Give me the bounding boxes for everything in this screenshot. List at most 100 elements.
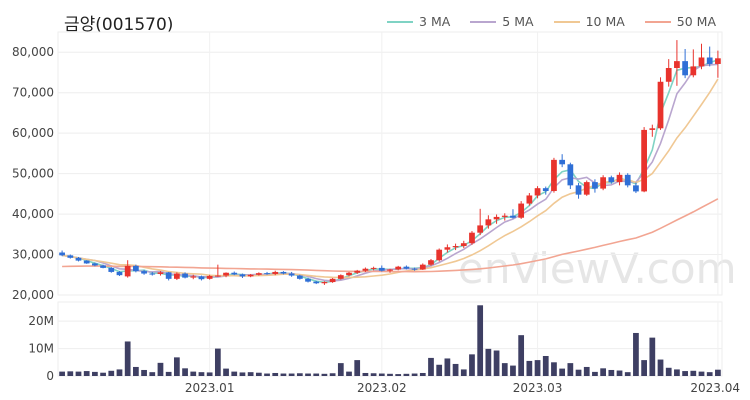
volume-bar [444,358,451,376]
candle-body [305,278,311,282]
chart-legend: 3 MA 5 MA 10 MA 50 MA [387,14,716,29]
candle-body [313,281,320,284]
volume-tick-label: 10M [28,342,54,356]
candle-body [149,273,156,275]
volume-bar [559,368,566,376]
volume-bar [452,363,459,376]
volume-bar [624,372,631,376]
volume-bar [403,373,410,376]
candle [657,77,664,130]
candle [124,260,131,278]
candle [411,267,418,271]
candle-body [83,260,90,264]
candle-body [460,243,467,247]
volume-bar [419,372,426,376]
candle-body [715,58,721,64]
price-tick-label: 40,000 [12,207,54,221]
candle [149,271,156,276]
candle-body [264,273,270,275]
candle [346,271,352,277]
candle [452,243,459,251]
candle-body [214,275,221,277]
candle-body [624,174,631,186]
candle-body [575,185,582,195]
volume-bar [67,371,74,376]
candle-body [247,274,254,277]
volume-bar [592,371,598,376]
price-tick-label: 80,000 [12,45,54,59]
date-tick-label: 2023.03 [513,381,563,395]
candle [428,258,434,266]
volume-bar [428,357,434,376]
candle-body [92,263,98,266]
volume-bar [387,373,393,376]
legend-swatch-ma5 [470,20,497,23]
volume-bar [247,372,254,376]
candle-body [469,232,475,244]
legend-item-ma50: 50 MA [644,14,716,29]
candle-body [67,255,74,258]
candle-body [75,257,82,261]
candle-body [100,265,106,268]
volume-bar [206,372,213,376]
candle-body [329,278,336,283]
price-tick-label: 60,000 [12,126,54,140]
volume-bar [198,372,205,376]
legend-label-ma50: 50 MA [676,14,716,29]
candle [116,271,123,276]
candle [493,214,500,224]
candle-body [559,159,566,165]
candle [190,274,197,280]
candle [559,154,566,168]
candle [460,240,467,249]
candle [436,248,443,262]
candle [600,175,607,191]
candle-body [272,271,279,274]
volume-bar [477,305,484,376]
candle [59,250,65,257]
candle [477,208,484,236]
candle [182,272,188,279]
candle-body [411,268,418,270]
candle [387,268,393,273]
volume-bar [329,373,336,376]
volume-bar [133,366,139,376]
volume-bar [305,373,311,376]
candle-body [370,267,377,269]
candle [231,271,238,276]
candle-body [362,268,369,271]
candle-body [690,66,697,76]
candle [141,269,147,275]
volume-tick-label: 20M [28,314,54,328]
candle-body [501,215,508,217]
candle [403,265,410,270]
candle-body [641,129,647,192]
volume-bar [280,373,287,376]
candle-body [510,215,516,218]
candle-body [124,265,131,277]
volume-bar [264,373,270,376]
candle-body [133,265,139,272]
candle [92,262,98,267]
legend-swatch-ma3 [387,20,414,23]
candle [313,280,320,285]
legend-item-ma3: 3 MA [387,14,450,29]
volume-bar [460,369,467,376]
candle-body [231,272,238,275]
volume-bar [288,373,295,376]
candle [337,274,344,280]
volume-bar [715,369,721,376]
candle-body [665,68,672,82]
candle [641,127,647,193]
candle-body [657,81,664,129]
candle-body [444,247,451,250]
volume-bar [272,372,279,376]
candle-body [493,216,500,220]
candle-body [206,275,213,279]
candle [67,254,74,259]
candle-body [321,282,328,284]
candle-body [428,260,434,265]
legend-label-ma5: 5 MA [502,14,534,29]
legend-label-ma3: 3 MA [419,14,451,29]
